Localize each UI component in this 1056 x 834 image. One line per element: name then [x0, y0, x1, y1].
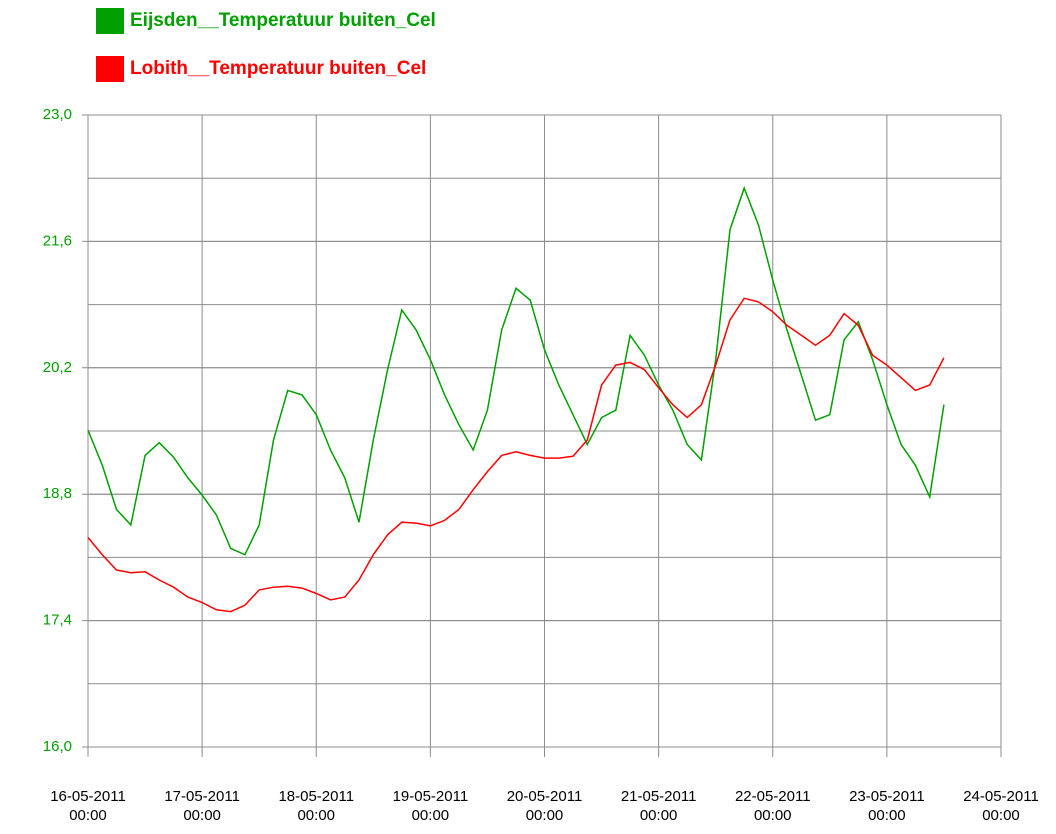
x-tick-label: 22-05-2011 00:00 — [735, 788, 811, 824]
y-tick-label: 16,0 — [43, 738, 72, 755]
legend-label: Lobith__Temperatuur buiten_Cel — [130, 58, 426, 79]
x-tick-label: 23-05-2011 00:00 — [849, 788, 925, 824]
y-tick-label: 20,2 — [43, 359, 72, 376]
legend-swatch — [96, 56, 124, 82]
legend-swatch — [96, 8, 124, 34]
series-line — [87, 185, 945, 556]
x-tick-label: 16-05-2011 00:00 — [50, 788, 126, 824]
x-tick-label: 20-05-2011 00:00 — [507, 788, 583, 824]
x-tick-label: 18-05-2011 00:00 — [278, 788, 354, 824]
y-tick-label: 21,6 — [43, 232, 72, 249]
x-tick-label: 21-05-2011 00:00 — [621, 788, 697, 824]
x-tick-label: 19-05-2011 00:00 — [393, 788, 469, 824]
y-tick-label: 17,4 — [43, 612, 72, 629]
y-tick-label: 23,0 — [43, 106, 72, 123]
x-tick-label: 24-05-2011 00:00 — [963, 788, 1039, 824]
x-tick-label: 17-05-2011 00:00 — [164, 788, 240, 824]
series-line — [87, 297, 945, 613]
y-tick-label: 18,8 — [43, 485, 72, 502]
legend-label: Eijsden__Temperatuur buiten_Cel — [130, 10, 436, 31]
